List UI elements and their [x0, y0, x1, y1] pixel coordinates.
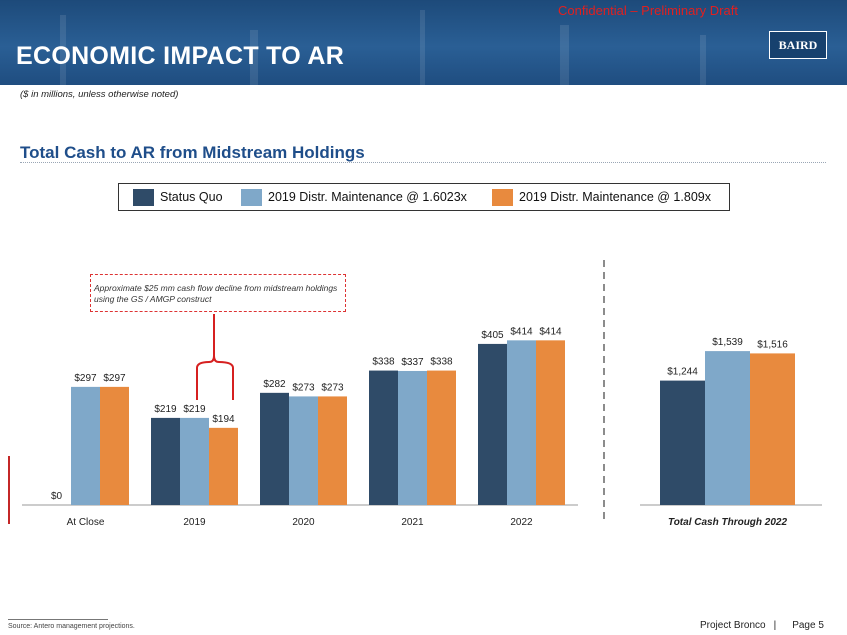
x-tick-label: 2020	[292, 517, 315, 528]
bar	[507, 340, 536, 505]
background-derrick	[700, 35, 706, 85]
data-label: $338	[430, 357, 453, 368]
data-label: $297	[74, 373, 97, 384]
x-tick-label: At Close	[67, 517, 105, 528]
units-note: ($ in millions, unless otherwise noted)	[20, 89, 179, 100]
legend-swatch	[241, 188, 262, 206]
annotation-box: Approximate $25 mm cash flow decline fro…	[90, 274, 346, 312]
legend-swatch	[133, 188, 154, 206]
bar	[209, 427, 238, 505]
background-derrick	[60, 15, 66, 85]
legend-label: 2019 Distr. Maintenance @ 1.6023x	[268, 190, 467, 204]
background-derrick	[560, 25, 569, 85]
footer-separator: |	[773, 620, 777, 631]
x-tick-label: 2021	[401, 517, 424, 528]
section-divider	[20, 162, 826, 163]
page-footer: Project Bronco | Page 5	[700, 620, 824, 631]
bar	[750, 353, 795, 505]
bar	[369, 370, 398, 505]
legend-item-1-809x: 2019 Distr. Maintenance @ 1.809x	[492, 187, 711, 207]
background-derrick	[420, 10, 425, 85]
bar	[478, 343, 507, 505]
data-label: $194	[212, 414, 235, 425]
side-accent-bar	[8, 456, 10, 524]
data-label: $405	[481, 330, 504, 341]
project-name: Project Bronco	[700, 620, 766, 631]
background-derrick	[250, 30, 258, 85]
header-banner: Confidential – Preliminary Draft ECONOMI…	[0, 0, 847, 85]
legend-label: 2019 Distr. Maintenance @ 1.809x	[519, 190, 711, 204]
bar	[427, 370, 456, 505]
bracket-annotation	[196, 314, 234, 400]
data-label: $414	[510, 326, 533, 337]
bar	[260, 392, 289, 505]
bar	[289, 396, 318, 505]
legend-item-1-6023x: 2019 Distr. Maintenance @ 1.6023x	[241, 187, 467, 207]
data-label: $282	[263, 379, 286, 390]
data-label: $297	[103, 373, 126, 384]
footnote-rule	[8, 619, 108, 620]
data-label: $0	[51, 491, 63, 502]
page-number: Page 5	[792, 620, 824, 631]
bar	[398, 370, 427, 505]
x-tick-label: 2019	[183, 517, 206, 528]
data-label: $337	[401, 357, 424, 368]
section-title: Total Cash to AR from Midstream Holdings	[20, 143, 365, 162]
bar	[536, 340, 565, 505]
bar	[705, 351, 750, 505]
data-label: $273	[292, 382, 315, 393]
bar	[151, 417, 180, 505]
data-label: $273	[321, 382, 344, 393]
bar	[660, 380, 705, 505]
logo-text: BAIRD	[778, 38, 818, 52]
source-note: Source: Antero management projections.	[8, 623, 135, 630]
page-title: ECONOMIC IMPACT TO AR	[16, 42, 345, 70]
data-label: $219	[183, 404, 206, 415]
legend-item-status-quo: Status Quo	[133, 187, 223, 207]
chart-legend: Status Quo 2019 Distr. Maintenance @ 1.6…	[118, 183, 730, 211]
data-label: $1,516	[757, 339, 788, 350]
legend-swatch	[492, 188, 513, 206]
x-tick-label: 2022	[510, 517, 533, 528]
bar	[71, 386, 100, 505]
data-label: $1,539	[712, 337, 743, 348]
confidential-stamp: Confidential – Preliminary Draft	[558, 3, 738, 18]
data-label: $219	[154, 404, 177, 415]
x-tick-label: Total Cash Through 2022	[668, 517, 788, 528]
bar	[180, 417, 209, 505]
data-label: $414	[539, 326, 562, 337]
data-label: $1,244	[667, 367, 698, 378]
legend-label: Status Quo	[160, 190, 223, 204]
bar	[100, 386, 129, 505]
data-label: $338	[372, 357, 395, 368]
baird-logo: BAIRD	[769, 31, 827, 59]
bar	[318, 396, 347, 505]
